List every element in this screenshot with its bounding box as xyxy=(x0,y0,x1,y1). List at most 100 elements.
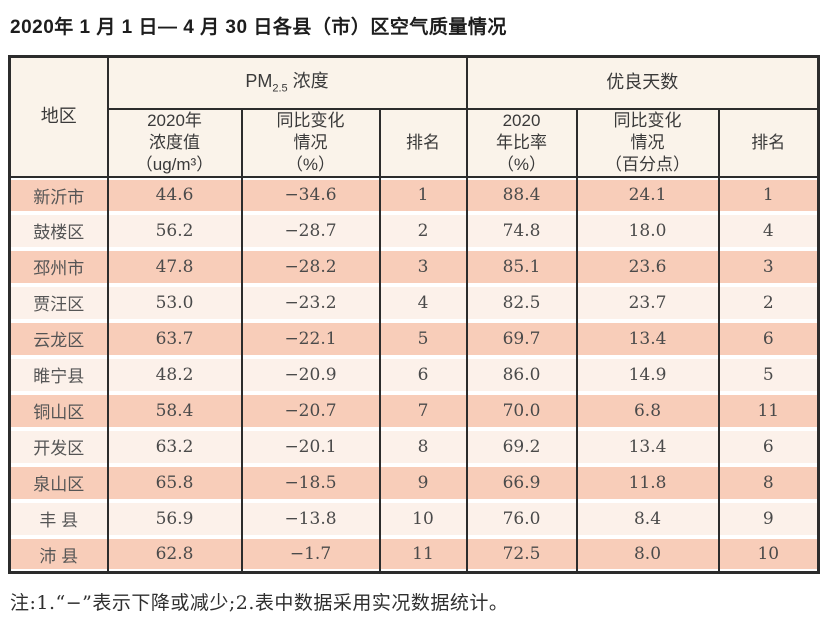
table-row: 新沂市 44.6 −34.6 1 88.4 24.1 1 xyxy=(8,176,820,213)
good-rank-cell: 11 xyxy=(717,392,820,429)
col-header-region: 地区 xyxy=(8,55,109,178)
good-rank-cell: 10 xyxy=(717,536,820,573)
good-change-cell: 11.8 xyxy=(575,464,720,501)
table-row: 邳州市 47.8 −28.2 3 85.1 23.6 3 xyxy=(8,248,820,285)
col-header-good-rate: 2020 年比率 （%） xyxy=(465,107,578,178)
good-rate-cell: 66.9 xyxy=(465,464,578,501)
pm25-rank-cell: 11 xyxy=(378,536,468,573)
col-header-pm-rank: 排名 xyxy=(378,107,468,178)
good-rank-cell: 8 xyxy=(717,464,820,501)
good-change-cell: 6.8 xyxy=(575,392,720,429)
pm25-change-cell: −20.7 xyxy=(240,392,381,429)
region-cell: 丰 县 xyxy=(8,500,109,537)
region-cell: 睢宁县 xyxy=(8,356,109,393)
table-row: 丰 县 56.9 −13.8 10 76.0 8.4 9 xyxy=(8,500,820,537)
table-row: 铜山区 58.4 −20.7 7 70.0 6.8 11 xyxy=(8,392,820,429)
region-cell: 铜山区 xyxy=(8,392,109,429)
pm25-change-cell: −13.8 xyxy=(240,500,381,537)
table-row: 鼓楼区 56.2 −28.7 2 74.8 18.0 4 xyxy=(8,212,820,249)
good-change-cell: 23.7 xyxy=(575,284,720,321)
good-rate-cell: 69.7 xyxy=(465,320,578,357)
footnote: 注:1.“−”表示下降或减少;2.表中数据采用实况数据统计。 xyxy=(10,592,509,615)
good-change-cell: 8.4 xyxy=(575,500,720,537)
pm25-value-cell: 62.8 xyxy=(106,536,243,573)
pm25-value-cell: 58.4 xyxy=(106,392,243,429)
good-rank-cell: 6 xyxy=(717,320,820,357)
pm25-rank-cell: 6 xyxy=(378,356,468,393)
good-rate-cell: 74.8 xyxy=(465,212,578,249)
pm25-rank-cell: 2 xyxy=(378,212,468,249)
good-rank-cell: 9 xyxy=(717,500,820,537)
pm25-rank-cell: 10 xyxy=(378,500,468,537)
col-group-pm25: PM2.5 浓度 xyxy=(106,55,468,110)
pm25-change-cell: −23.2 xyxy=(240,284,381,321)
good-rate-cell: 70.0 xyxy=(465,392,578,429)
pm25-group-label: PM2.5 浓度 xyxy=(245,70,329,95)
good-change-cell: 13.4 xyxy=(575,428,720,465)
page-title: 2020年 1 月 1 日— 4 月 30 日各县（市）区空气质量情况 xyxy=(10,17,507,38)
region-cell: 云龙区 xyxy=(8,320,109,357)
pm25-change-cell: −20.1 xyxy=(240,428,381,465)
region-cell: 沛 县 xyxy=(8,536,109,573)
pm25-change-cell: −18.5 xyxy=(240,464,381,501)
region-cell: 开发区 xyxy=(8,428,109,465)
pm25-value-cell: 44.6 xyxy=(106,176,243,213)
table-row: 睢宁县 48.2 −20.9 6 86.0 14.9 5 xyxy=(8,356,820,393)
table-header: 地区 PM2.5 浓度 优良天数 2020年 浓度值 （ug/m³） 同比变化 … xyxy=(8,55,820,178)
region-header-label: 地区 xyxy=(40,106,77,127)
region-cell: 贾汪区 xyxy=(8,284,109,321)
table-row: 泉山区 65.8 −18.5 9 66.9 11.8 8 xyxy=(8,464,820,501)
pm25-rank-cell: 5 xyxy=(378,320,468,357)
good-rate-cell: 88.4 xyxy=(465,176,578,213)
pm25-change-cell: −1.7 xyxy=(240,536,381,573)
pm25-rank-cell: 8 xyxy=(378,428,468,465)
good-change-cell: 24.1 xyxy=(575,176,720,213)
table-row: 开发区 63.2 −20.1 8 69.2 13.4 6 xyxy=(8,428,820,465)
good-change-cell: 23.6 xyxy=(575,248,720,285)
table-body: 新沂市 44.6 −34.6 1 88.4 24.1 1 鼓楼区 56.2 −28.7 2 74.8 1… xyxy=(8,176,820,573)
air-quality-table: 地区 PM2.5 浓度 优良天数 2020年 浓度值 （ug/m³） 同比变化 … xyxy=(8,55,821,575)
region-cell: 鼓楼区 xyxy=(8,212,109,249)
good-rank-cell: 4 xyxy=(717,212,820,249)
col-header-pm-change: 同比变化 情况 （%） xyxy=(240,107,381,178)
good-rank-cell: 2 xyxy=(717,284,820,321)
pm25-rank-cell: 9 xyxy=(378,464,468,501)
table-row: 贾汪区 53.0 −23.2 4 82.5 23.7 2 xyxy=(8,284,820,321)
good-rate-cell: 86.0 xyxy=(465,356,578,393)
pm25-value-cell: 47.8 xyxy=(106,248,243,285)
good-rank-cell: 6 xyxy=(717,428,820,465)
good-rate-cell: 82.5 xyxy=(465,284,578,321)
region-cell: 泉山区 xyxy=(8,464,109,501)
region-cell: 新沂市 xyxy=(8,176,109,213)
col-group-good-days: 优良天数 xyxy=(465,55,820,110)
header-group-row: 地区 PM2.5 浓度 优良天数 xyxy=(8,55,820,178)
pm25-value-cell: 56.9 xyxy=(106,500,243,537)
pm25-value-cell: 65.8 xyxy=(106,464,243,501)
good-change-cell: 13.4 xyxy=(575,320,720,357)
pm25-change-cell: −28.2 xyxy=(240,248,381,285)
col-header-good-rank: 排名 xyxy=(717,107,820,178)
good-change-cell: 14.9 xyxy=(575,356,720,393)
good-rate-cell: 69.2 xyxy=(465,428,578,465)
col-header-good-change: 同比变化 情况 （百分点） xyxy=(575,107,720,178)
pm25-value-cell: 53.0 xyxy=(106,284,243,321)
good-rate-cell: 72.5 xyxy=(465,536,578,573)
good-rank-cell: 5 xyxy=(717,356,820,393)
table-row: 云龙区 63.7 −22.1 5 69.7 13.4 6 xyxy=(8,320,820,357)
pm25-value-cell: 56.2 xyxy=(106,212,243,249)
pm25-change-cell: −28.7 xyxy=(240,212,381,249)
good-change-cell: 18.0 xyxy=(575,212,720,249)
header-sub-row: 2020年 浓度值 （ug/m³） 同比变化 情况 （%） 排名 2020 年比… xyxy=(10,107,820,178)
good-rate-cell: 76.0 xyxy=(465,500,578,537)
good-rank-cell: 1 xyxy=(717,176,820,213)
good-rate-cell: 85.1 xyxy=(465,248,578,285)
pm25-rank-cell: 7 xyxy=(378,392,468,429)
pm25-value-cell: 63.2 xyxy=(106,428,243,465)
page: 2020年 1 月 1 日— 4 月 30 日各县（市）区空气质量情况 地区 P… xyxy=(8,12,821,615)
col-header-pm-value: 2020年 浓度值 （ug/m³） xyxy=(106,107,243,178)
good-change-cell: 8.0 xyxy=(575,536,720,573)
pm25-rank-cell: 1 xyxy=(378,176,468,213)
pm25-subscript: 2.5 xyxy=(272,82,288,95)
good-rank-cell: 3 xyxy=(717,248,820,285)
pm25-rank-cell: 3 xyxy=(378,248,468,285)
